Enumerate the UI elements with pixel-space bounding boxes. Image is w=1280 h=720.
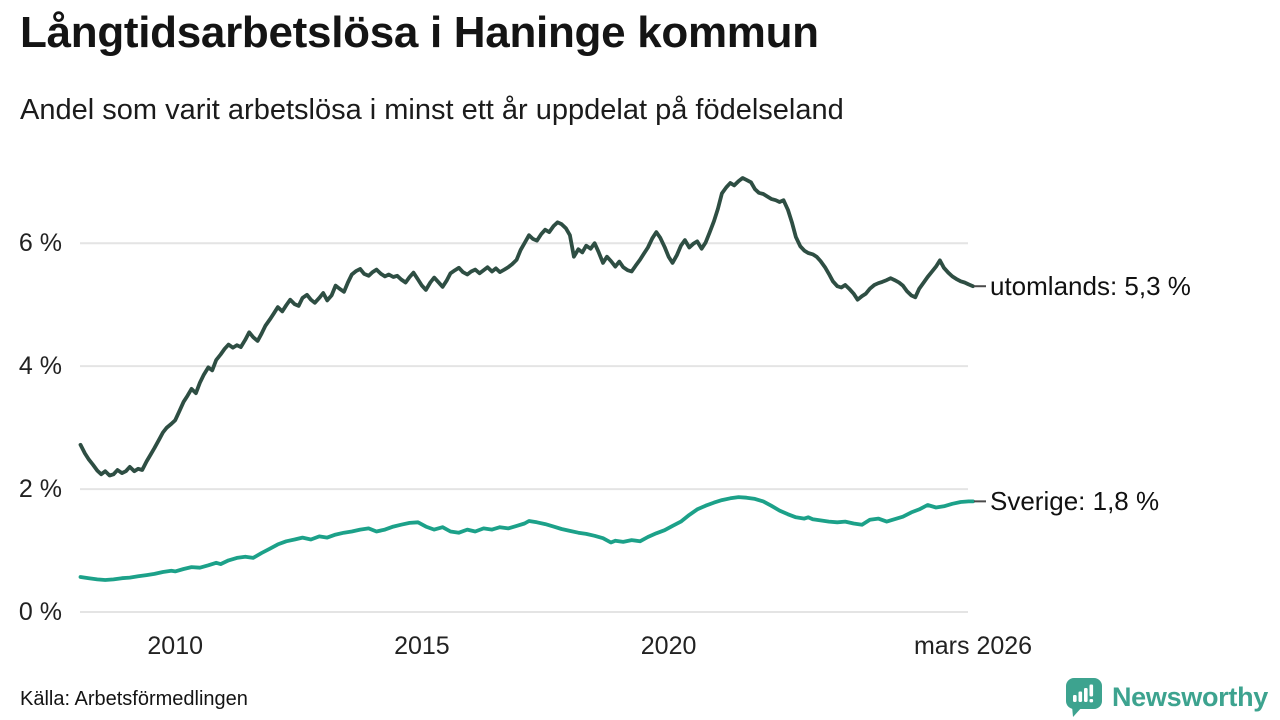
series-end-label-utomlands: utomlands: 5,3 % <box>990 271 1191 302</box>
series-lines <box>78 176 975 582</box>
series-line-sverige <box>78 495 975 582</box>
x-axis-tick-label: 2010 <box>147 632 204 660</box>
newsworthy-logo-text: Newsworthy <box>1111 681 1268 712</box>
label-connector-dashes <box>974 285 986 503</box>
y-axis-tick-label: 4 % <box>18 352 62 381</box>
series-line-utomlands <box>78 176 975 478</box>
y-axis-tick-label: 6 % <box>18 229 62 258</box>
chart-subtitle: Andel som varit arbetslösa i minst ett å… <box>20 94 844 126</box>
gridlines <box>80 242 968 613</box>
y-axis-tick-label: 2 % <box>18 475 62 504</box>
newsworthy-logo-icon <box>1065 678 1102 717</box>
x-axis-tick-label: 2015 <box>394 632 450 660</box>
series-end-label-sverige: Sverige: 1,8 % <box>990 486 1160 517</box>
x-axis-tick-label: mars 2026 <box>913 632 1033 660</box>
chart-title: Långtidsarbetslösa i Haninge kommun <box>20 8 819 57</box>
newsworthy-logo: Newsworthy <box>1064 676 1268 718</box>
y-axis-tick-label: 0 % <box>18 598 62 626</box>
source-note: Källa: Arbetsförmedlingen <box>20 688 248 710</box>
x-axis-tick-label: 2020 <box>640 632 697 660</box>
